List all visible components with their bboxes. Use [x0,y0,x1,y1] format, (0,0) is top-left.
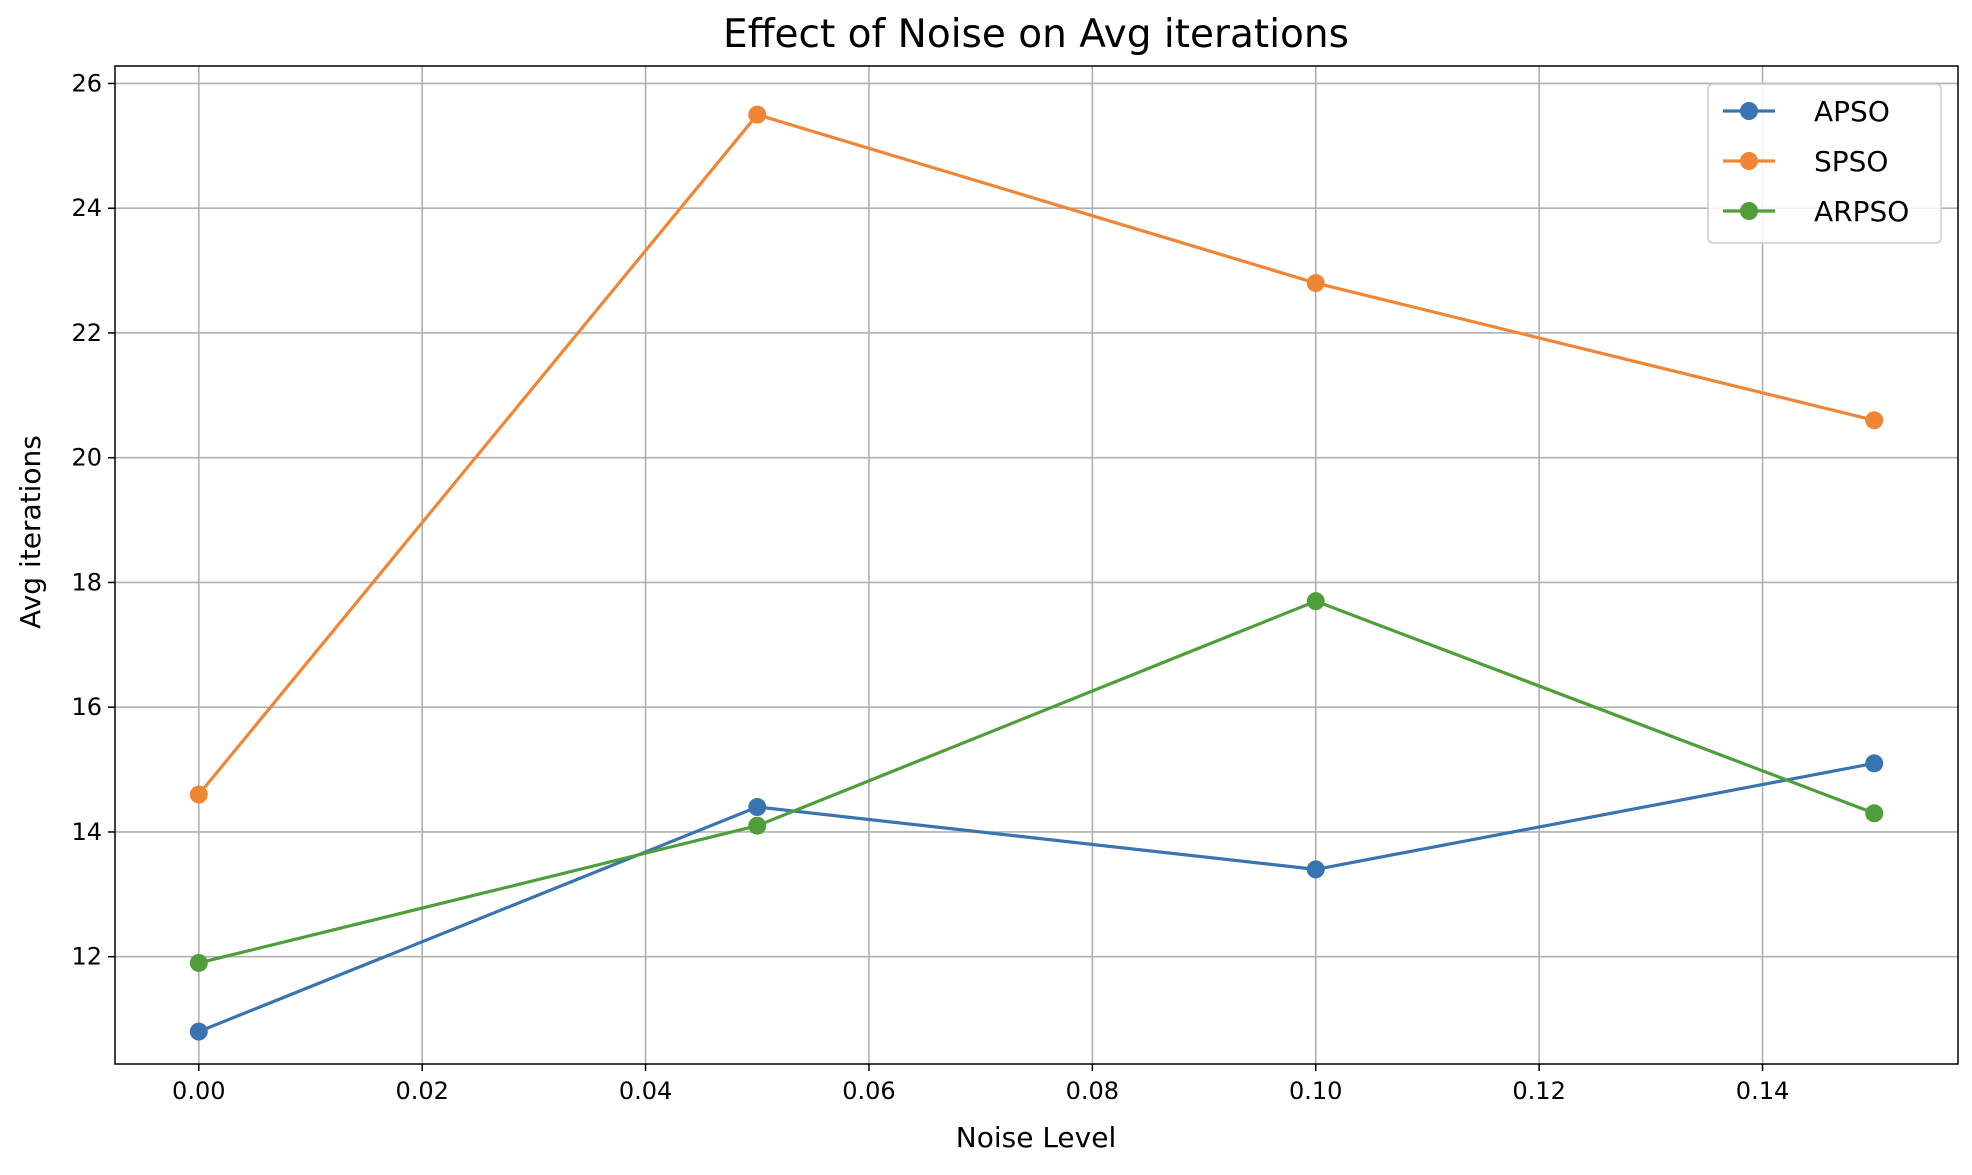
y-tick-label: 26 [71,69,102,97]
y-axis-label: Avg iterations [14,435,47,629]
series-line-arpso [198,599,1875,965]
y-tick-label: 14 [71,818,102,846]
series-line-spso [197,113,1875,796]
data-point-apso [189,1022,208,1041]
y-tick-label: 18 [71,568,102,596]
data-point-arpso [1865,804,1884,823]
series-apso [189,754,1884,1041]
data-point-spso [189,785,208,804]
x-tick-label: 0.00 [172,1077,225,1105]
data-point-apso [1306,860,1325,879]
y-tick-label: 20 [71,444,102,472]
data-point-arpso [748,816,767,835]
axis-ticks: 0.00 0.02 0.04 0.06 0.08 0.10 0.12 0.14 12 14 16 18… [71,69,1789,1105]
legend-item-apso: APSO [1723,95,1890,128]
data-point-apso [1865,754,1884,773]
legend-marker-apso [1740,102,1758,120]
x-tick-label: 0.10 [1289,1077,1342,1105]
x-tick-label: 0.12 [1512,1077,1565,1105]
data-point-spso [1865,411,1884,430]
plot-frame [114,65,1959,1065]
legend-label-spso: SPSO [1814,145,1888,178]
legend-marker-spso [1740,152,1758,170]
grid [115,66,1958,1064]
x-tick-label: 0.08 [1066,1077,1119,1105]
series-spso [189,105,1884,804]
legend-marker-arpso [1740,202,1758,220]
legend: APSO SPSO ARPSO [1707,83,1942,244]
chart-title: Effect of Noise on Avg iterations [723,12,1349,57]
legend-label-arpso: ARPSO [1814,195,1909,228]
series-layer [189,105,1884,1041]
y-tick-label: 12 [71,943,102,971]
data-point-spso [1306,274,1325,293]
legend-item-spso: SPSO [1723,145,1888,178]
data-point-apso [748,798,767,817]
x-axis-label: Noise Level [956,1121,1116,1154]
data-point-arpso [1306,592,1325,611]
x-tick-label: 0.02 [395,1077,448,1105]
legend-frame [1707,83,1942,244]
x-tick-label: 0.04 [619,1077,672,1105]
y-tick-label: 16 [71,693,102,721]
x-tick-label: 0.14 [1736,1077,1789,1105]
x-tick-label: 0.06 [842,1077,895,1105]
y-tick-label: 22 [71,319,102,347]
series-line-apso [198,761,1875,1034]
series-arpso [189,592,1884,972]
data-point-spso [748,105,767,124]
legend-item-arpso: ARPSO [1723,195,1909,228]
data-point-arpso [189,953,208,972]
y-tick-label: 24 [71,194,102,222]
legend-label-apso: APSO [1814,95,1890,128]
